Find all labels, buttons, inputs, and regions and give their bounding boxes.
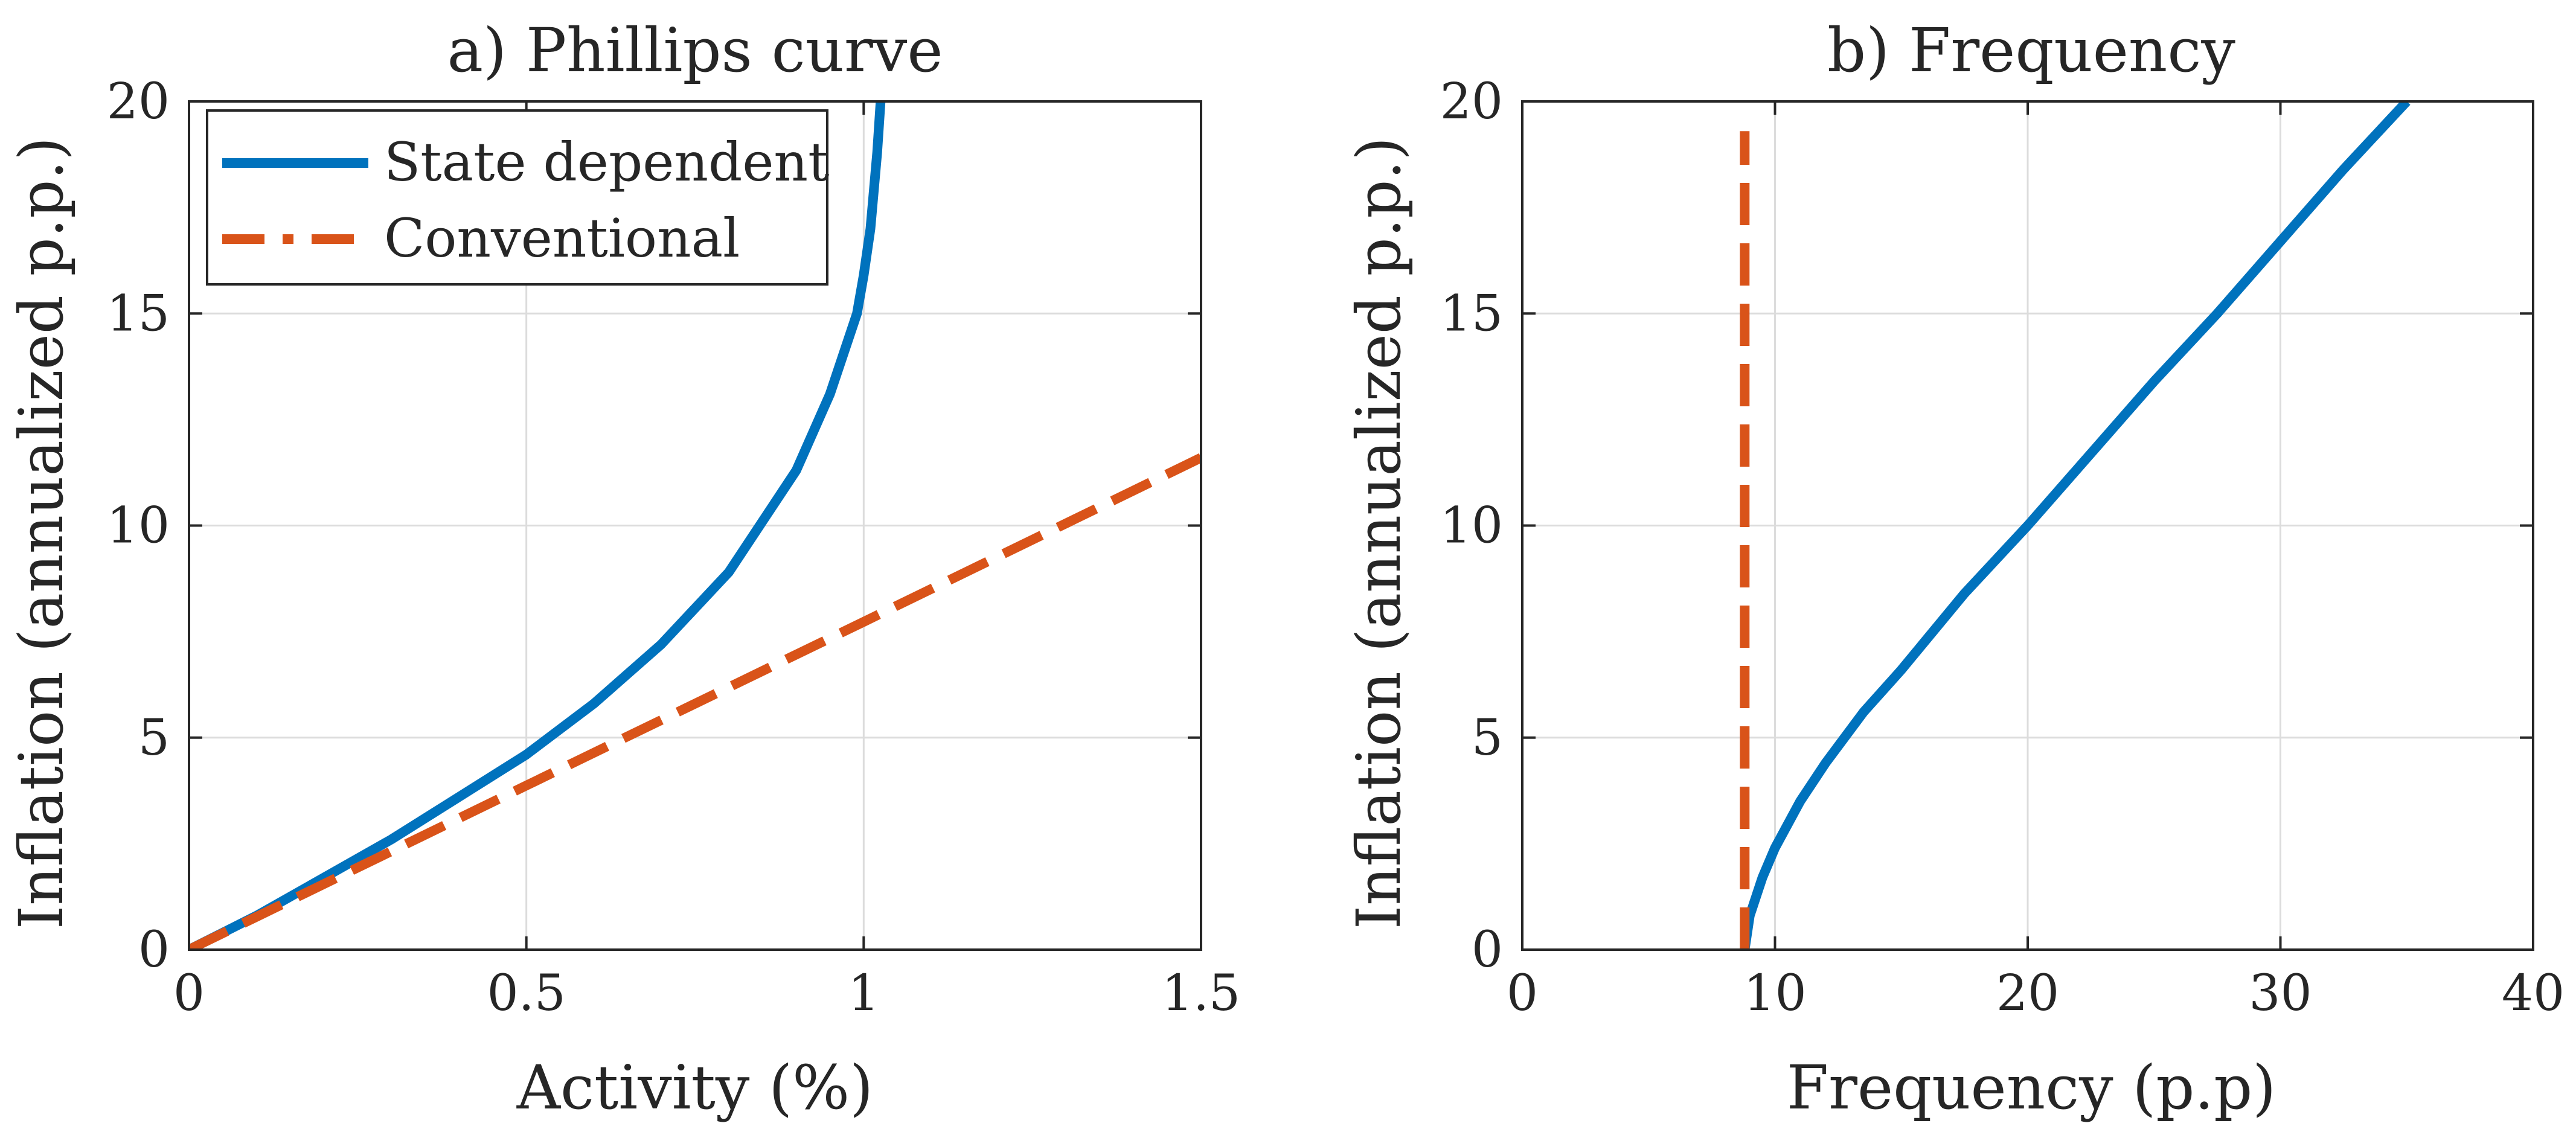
panel-frequency: b) Frequency 0 10 20 30 40 0 5 10 15 20 Frequenc… <box>1344 15 2565 1123</box>
x-tick-label: 40 <box>2502 965 2565 1022</box>
plot-area-b <box>1740 101 2411 950</box>
x-tick-labels-a: 0 0.5 1 1.5 <box>173 965 1240 1022</box>
y-tick-label: 20 <box>107 73 170 130</box>
plot-area-a <box>189 101 1201 950</box>
y-tick-labels-b: 0 5 10 15 20 <box>1440 73 1503 979</box>
y-tick-label: 20 <box>1440 73 1503 130</box>
y-tick-label: 0 <box>1472 921 1503 979</box>
x-tick-label: 0 <box>1507 965 1538 1022</box>
ticks-a <box>188 100 1202 951</box>
y-tick-label: 0 <box>138 921 170 979</box>
series-line-conventional <box>189 453 1201 950</box>
x-tick-labels-b: 0 10 20 30 40 <box>1507 965 2565 1022</box>
panel-phillips-curve: a) Phillips curve 0 0.5 1 1.5 0 5 10 15 20 Acti… <box>6 15 1240 1123</box>
x-tick-label: 0.5 <box>487 965 565 1022</box>
y-tick-label: 5 <box>138 709 170 767</box>
ticks-b <box>1521 100 2534 951</box>
y-axis-label-b: Inflation (annualized p.p.) <box>1344 137 1414 930</box>
legend-a: State dependent Conventional <box>206 109 829 286</box>
x-tick-label: 10 <box>1743 965 1806 1022</box>
series-line-state-dependent <box>189 101 886 950</box>
chart-title-a: a) Phillips curve <box>447 15 943 86</box>
x-tick-label: 1 <box>848 965 879 1022</box>
legend-label-conventional: Conventional <box>384 207 740 269</box>
x-axis-label-a: Activity (%) <box>516 1052 873 1123</box>
y-tick-labels-a: 0 5 10 15 20 <box>107 73 170 979</box>
y-tick-label: 10 <box>1440 497 1503 555</box>
x-tick-label: 30 <box>2249 965 2312 1022</box>
y-tick-label: 10 <box>107 497 170 555</box>
y-tick-label: 15 <box>1440 285 1503 342</box>
y-tick-label: 15 <box>107 285 170 342</box>
x-axis-label-b: Frequency (p.p) <box>1787 1052 2276 1123</box>
x-tick-label: 0 <box>173 965 205 1022</box>
series-line-state-dependent <box>1740 101 2411 950</box>
chart-title-b: b) Frequency <box>1827 15 2235 86</box>
x-tick-label: 20 <box>1996 965 2059 1022</box>
legend-box <box>206 109 828 286</box>
y-tick-label: 5 <box>1472 709 1503 767</box>
x-tick-label: 1.5 <box>1162 965 1240 1022</box>
y-axis-label-a: Inflation (annualized p.p.) <box>6 137 77 930</box>
legend-label-state-dependent: State dependent <box>384 131 829 193</box>
